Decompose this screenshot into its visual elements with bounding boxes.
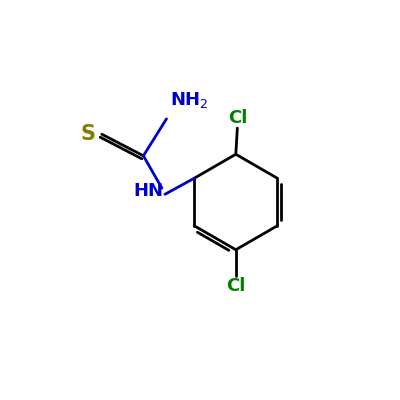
Text: Cl: Cl <box>228 108 247 126</box>
Text: HN: HN <box>133 182 163 200</box>
Text: Cl: Cl <box>226 278 246 296</box>
Text: NH$_2$: NH$_2$ <box>170 90 208 110</box>
Text: S: S <box>80 124 95 144</box>
